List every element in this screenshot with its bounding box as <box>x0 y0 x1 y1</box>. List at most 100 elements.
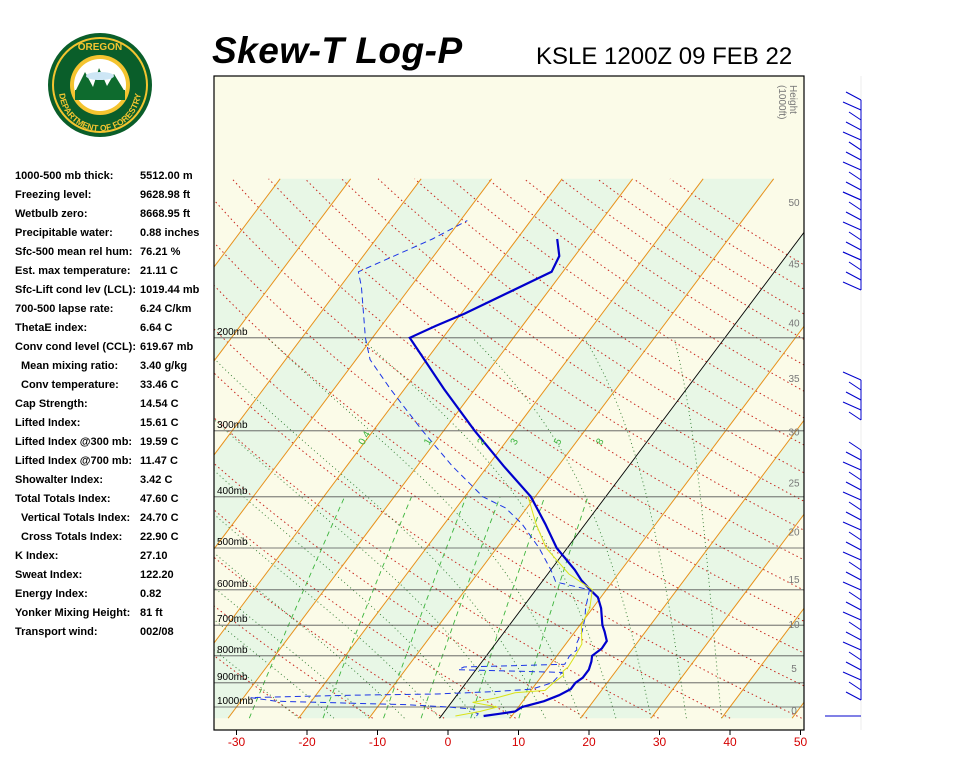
index-row: Precipitable water: 0.88 inches <box>15 224 215 243</box>
wind-barb <box>845 661 862 671</box>
index-row: Cross Totals Index: 22.90 C <box>15 528 215 547</box>
wind-barb <box>848 411 862 421</box>
index-row: Est. max temperature: 21.11 C <box>15 262 215 281</box>
index-value: 122.20 <box>140 569 174 581</box>
dry-adiabat <box>214 241 804 654</box>
pressure-label: 400mb <box>217 486 248 497</box>
isotherm-band <box>0 179 210 718</box>
index-row: Vertical Totals Index: 24.70 C <box>15 509 215 528</box>
height-tick-label: 10 <box>788 620 800 631</box>
wind-barb <box>842 461 862 471</box>
mixing-ratio-line <box>322 496 412 719</box>
station-time-label: KSLE 1200Z 09 FEB 22 <box>536 43 793 70</box>
wind-barb <box>842 281 862 291</box>
index-label: Showalter Index: <box>15 474 104 486</box>
index-row: Sweat Index: 122.20 <box>15 566 215 585</box>
index-row: Cap Strength: 14.54 C <box>15 395 215 414</box>
index-value: 8668.95 ft <box>140 208 191 220</box>
index-value: 619.67 mb <box>140 341 194 353</box>
isotherm <box>214 178 422 456</box>
x-tick-label: 30 <box>653 735 667 749</box>
wind-barb <box>845 271 862 281</box>
height-tick-label: 0 <box>791 706 797 717</box>
plot-background <box>0 76 804 730</box>
x-tick-label: -30 <box>228 735 246 749</box>
pressure-label: 700mb <box>217 614 248 625</box>
height-tick-label: 35 <box>788 374 800 385</box>
index-label: Est. max temperature: <box>15 265 131 277</box>
index-label: Mean mixing ratio: <box>21 360 119 372</box>
x-tick-label: -20 <box>298 735 316 749</box>
index-label: Cap Strength: <box>15 398 88 410</box>
index-label: Energy Index: <box>15 588 88 600</box>
index-label: Lifted Index: <box>15 417 81 429</box>
index-row: Wetbulb zero: 8668.95 ft <box>15 205 215 224</box>
index-row: Freezing level: 9628.98 ft <box>15 186 215 205</box>
wind-barb <box>848 621 862 631</box>
x-tick-label: 40 <box>723 735 737 749</box>
index-value: 76.21 % <box>140 246 181 258</box>
index-value: 6.24 C/km <box>140 303 192 315</box>
index-value: 47.60 C <box>140 493 179 505</box>
height-tick-label: 30 <box>788 428 800 439</box>
wind-barb <box>845 151 862 161</box>
height-tick-label: 40 <box>788 318 800 329</box>
index-value: 002/08 <box>140 626 174 638</box>
wind-barb <box>845 511 862 521</box>
index-row: Mean mixing ratio: 3.40 g/kg <box>15 357 215 376</box>
moist-adiabat <box>267 337 582 719</box>
index-row: Conv cond level (CCL): 619.67 mb <box>15 338 215 357</box>
height-axis-unit: (1000ft) <box>776 85 787 119</box>
index-label: Sweat Index: <box>15 569 83 581</box>
wind-barb <box>848 531 862 541</box>
index-value: 6.64 C <box>140 322 173 334</box>
index-row: Sfc-Lift cond lev (LCL): 1019.44 mb <box>15 281 215 300</box>
wind-barb <box>848 171 862 181</box>
wind-barb <box>848 141 862 151</box>
wind-barb <box>848 501 862 511</box>
x-tick-label: 10 <box>512 735 526 749</box>
stability-indices-list: 1000-500 mb thick: 5512.00 m Freezing leve… <box>15 167 215 642</box>
index-label: Cross Totals Index: <box>21 531 123 543</box>
index-value: 5512.00 m <box>140 170 193 182</box>
wind-barb <box>842 581 862 591</box>
wind-barb <box>845 391 862 401</box>
pressure-label: 800mb <box>217 645 248 656</box>
index-row: 700-500 lapse rate: 6.24 C/km <box>15 300 215 319</box>
moist-adiabat <box>583 337 687 719</box>
wind-barb <box>842 641 862 651</box>
wind-barb <box>848 561 862 571</box>
pressure-label: 600mb <box>217 579 248 590</box>
wind-barb <box>845 691 862 701</box>
pressure-label: 300mb <box>217 420 248 431</box>
height-tick-label: 5 <box>791 664 797 675</box>
wind-barb <box>848 591 862 601</box>
index-row: Sfc-500 mean rel hum: 76.21 % <box>15 243 215 262</box>
x-tick-label: -10 <box>369 735 387 749</box>
pressure-label: 200mb <box>217 327 248 338</box>
index-row: Transport wind: 002/08 <box>15 623 215 642</box>
wind-barb <box>848 201 862 211</box>
index-label: Lifted Index @700 mb: <box>15 455 133 467</box>
index-row: Energy Index: 0.82 <box>15 585 215 604</box>
index-value: 22.90 C <box>140 531 179 543</box>
wind-barb <box>845 571 862 581</box>
wind-barb <box>842 521 862 531</box>
wind-barb <box>842 671 862 681</box>
wind-barb <box>848 231 862 241</box>
isotherm <box>0 179 69 718</box>
isotherm-band <box>298 178 774 719</box>
wind-barb <box>845 481 862 491</box>
index-value: 14.54 C <box>140 398 179 410</box>
index-value: 0.88 inches <box>140 227 200 239</box>
wind-barb <box>845 181 862 191</box>
wind-barb <box>842 191 862 201</box>
moist-adiabat <box>214 552 405 719</box>
index-label: Freezing level: <box>15 189 92 201</box>
index-label: Total Totals Index: <box>15 493 111 505</box>
index-value: 11.47 C <box>140 455 178 467</box>
isotherm <box>580 419 804 719</box>
wind-barb <box>848 111 862 121</box>
isotherm <box>227 178 634 719</box>
